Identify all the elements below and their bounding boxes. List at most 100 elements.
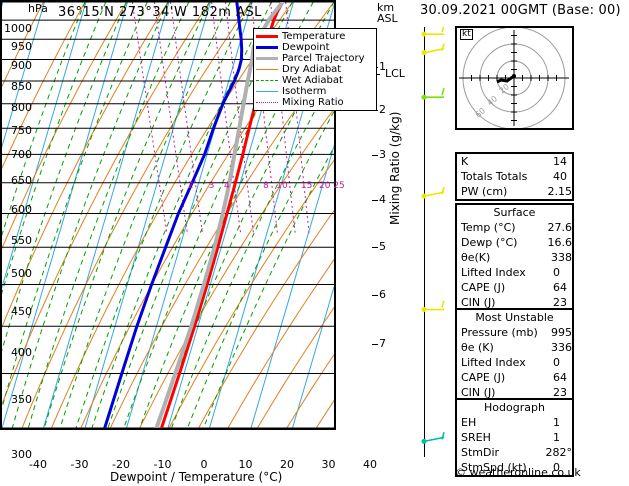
data-row-key: θe (K) <box>461 341 494 354</box>
copyright-label: © weatheronline.co.uk <box>455 466 581 479</box>
temp-tick-30: 30 <box>321 458 336 471</box>
data-row-key: EH <box>461 416 477 429</box>
indices-panel: K 14 Totals Totals 40 PW (cm) 2.15 <box>455 152 574 201</box>
station-location-label: 36°15'N 273°34'W 182m ASL <box>58 5 262 20</box>
data-row-value: 40 <box>553 170 567 183</box>
data-row-value: 14 <box>553 155 567 168</box>
surface-title: Surface <box>493 206 536 219</box>
data-row-key: K <box>461 155 469 168</box>
pressure-tick-350: 350 <box>11 393 32 407</box>
mixing-ratio-label-8: 8 <box>263 180 269 191</box>
altitude-tickmark <box>372 154 378 156</box>
data-row-key: Lifted Index <box>461 356 526 369</box>
legend-label: Isotherm <box>282 85 327 97</box>
legend-item-1: Dewpoint <box>256 42 373 53</box>
most-unstable-panel: Most Unstable Pressure (mb) 995 θe (K) 336 Li… <box>455 308 574 402</box>
data-row: Dewp (°C) 16.6 <box>457 235 572 250</box>
mixing-ratio-label-20: 20 <box>318 180 331 191</box>
data-row-key: Temp (°C) <box>461 221 516 234</box>
data-row: Temp (°C) 27.6 <box>457 220 572 235</box>
surface-panel: Surface Temp (°C) 27.6 Dewp (°C) 16.6 θe(K) 33… <box>455 203 574 312</box>
data-row-value: 282° <box>545 446 573 459</box>
legend-item-4: Wet Adiabat <box>256 75 373 86</box>
mixing-ratio-label-25: 25 <box>333 180 345 191</box>
data-row-key: θe(K) <box>461 251 491 264</box>
data-row-value: 23 <box>553 296 567 309</box>
altitude-tickmark <box>372 246 378 248</box>
temp-tick-40: 40 <box>363 458 377 471</box>
data-row: Lifted Index 0 <box>457 265 572 280</box>
pressure-tick-850: 850 <box>11 79 32 93</box>
data-row-value: 336 <box>551 341 572 354</box>
wind-barb <box>421 432 445 444</box>
altitude-tick-3km: 3 <box>379 147 386 161</box>
data-row-value: 16.6 <box>547 236 573 249</box>
data-row-value: 1 <box>553 416 560 429</box>
pressure-tick-900: 900 <box>11 59 32 73</box>
data-row: CAPE (J) 64 <box>457 370 572 385</box>
data-row: CIN (J) 23 <box>457 295 572 310</box>
data-row-key: PW (cm) <box>461 185 508 198</box>
data-row-value: 338 <box>551 251 572 264</box>
pressure-tick-700: 700 <box>11 148 32 162</box>
data-row: CAPE (J) 64 <box>457 280 572 295</box>
altitude-tickmark <box>372 343 378 345</box>
altitude-tickmark <box>372 294 378 296</box>
legend-label: Dry Adiabat <box>282 63 342 75</box>
data-row: θe (K) 336 <box>457 340 572 355</box>
altitude-tick-7km: 7 <box>379 336 386 350</box>
legend-swatch <box>256 80 278 81</box>
data-row-value: 64 <box>553 371 567 384</box>
data-row: Pressure (mb) 995 <box>457 325 572 340</box>
legend-label: Dewpoint <box>282 41 330 53</box>
pressure-unit-label: hPa <box>28 2 48 15</box>
data-row: SREH 1 <box>457 430 572 445</box>
mixing-ratio-label-15: 15 <box>300 180 313 191</box>
data-row-value: 0 <box>553 461 560 474</box>
legend-label: Parcel Trajectory <box>282 52 365 64</box>
most_unstable-title: Most Unstable <box>475 311 554 324</box>
hodograph-plot[interactable]: kt 20 40 60 <box>455 26 574 130</box>
altitude-tickmark <box>372 200 378 202</box>
legend-label: Temperature <box>282 30 346 42</box>
legend-item-6: Mixing Ratio <box>256 97 373 108</box>
data-row-value: 64 <box>553 281 567 294</box>
data-row: Lifted Index 0 <box>457 355 572 370</box>
wind-barb <box>421 43 445 56</box>
data-row-key: StmSpd (kt) <box>461 461 527 474</box>
pressure-tick-550: 550 <box>11 233 32 247</box>
data-row-key: CAPE (J) <box>461 281 506 294</box>
data-row: CIN (J) 23 <box>457 385 572 400</box>
legend: Temperature Dewpoint Parcel Trajectory Dry … <box>253 28 377 111</box>
data-row: StmDir 282° <box>457 445 572 460</box>
data-row-key: SREH <box>461 431 491 444</box>
legend-item-0: Temperature <box>256 31 373 42</box>
legend-swatch <box>256 69 278 70</box>
altitude-tick-1km: 1 <box>379 59 386 73</box>
hodograph-stats-panel: Hodograph EH 1 SREH 1 StmDir 282° StmSpd (kt) 0 <box>455 398 574 477</box>
data-row: PW (cm) 2.15 <box>457 184 572 199</box>
pressure-tick-800: 800 <box>11 100 32 114</box>
hodograph-unit-label: kt <box>460 29 473 40</box>
wind-barb-axis <box>424 27 425 457</box>
data-row-value: 0 <box>553 356 560 369</box>
altitude-tick-5km: 5 <box>379 239 386 253</box>
data-row-value: 2.15 <box>547 185 573 198</box>
data-row: EH 1 <box>457 415 572 430</box>
pressure-tick-450: 450 <box>11 304 32 318</box>
mixing-ratio-label-2: 2 <box>187 180 194 191</box>
hodograph_stats-title: Hodograph <box>484 401 545 414</box>
altitude-tick-4km: 4 <box>379 193 386 207</box>
data-row-key: StmDir <box>461 446 500 459</box>
altitude-tick-6km: 6 <box>379 287 386 301</box>
pressure-tick-500: 500 <box>11 267 32 281</box>
legend-item-2: Parcel Trajectory <box>256 53 373 64</box>
temp-tick-20: 20 <box>280 458 294 471</box>
sounding-datetime-label: 30.09.2021 00GMT (Base: 00) <box>420 3 621 18</box>
altitude-axis-unit-label: km ASL <box>377 2 398 24</box>
temp-tick-0: 0 <box>200 458 208 471</box>
temp-tick-10: 10 <box>238 458 253 471</box>
hodograph-ring-label: 60 <box>474 106 488 119</box>
legend-swatch <box>256 91 278 92</box>
